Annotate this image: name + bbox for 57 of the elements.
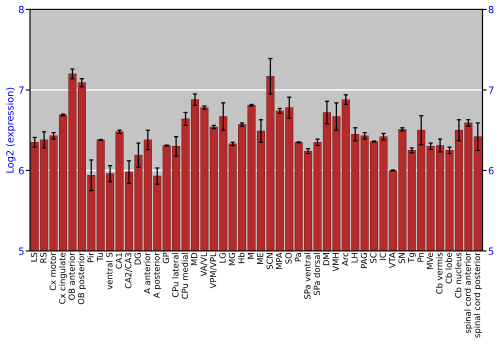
- x-tick-label: VTA: [389, 252, 396, 268]
- x-tick-label: CPu medial: [182, 253, 188, 299]
- x-tick-label: LH: [351, 253, 358, 262]
- x-tick-label: VA/VL: [200, 252, 208, 276]
- x-tick-label: DG: [134, 253, 141, 264]
- x-tick-label: MPA: [276, 252, 282, 269]
- y2-tick-label: 8: [488, 6, 494, 14]
- x-tick-label: IC: [380, 252, 386, 260]
- x-tick-label: Hb: [238, 252, 245, 264]
- y-tick-label: 7: [19, 86, 24, 94]
- x-tick-label: PAG: [360, 253, 368, 268]
- x-tick-label: MG: [228, 253, 236, 266]
- x-tick-label: SN: [398, 253, 405, 264]
- x-tick-label: RS: [40, 252, 47, 263]
- x-tick-label: spinal cord anterior: [464, 252, 472, 334]
- x-tick-label: VMH: [332, 253, 339, 272]
- x-tick-label: OB anterior: [68, 252, 75, 300]
- y-tick-label: 5: [19, 248, 24, 255]
- x-tick-label: SPa ventral: [304, 253, 311, 299]
- y-tick-label: 8: [18, 6, 24, 14]
- x-tick-label: CPu lateral: [172, 253, 179, 298]
- x-tick-label: MD: [191, 252, 198, 266]
- x-tick-label: OB posterior: [78, 252, 86, 304]
- x-tick-label: Tu: [96, 253, 104, 262]
- x-tick-label: Pn: [417, 253, 424, 262]
- x-tick-label: SC: [370, 252, 377, 263]
- y2-tick-label: 7: [488, 86, 494, 94]
- x-tick-label: VPM/VPL: [210, 252, 217, 288]
- y-axis-title: Log2 (expression): [6, 88, 16, 173]
- x-tick-label: Cb vermis: [436, 252, 442, 294]
- x-tick-label: ventral S: [106, 252, 113, 290]
- x-tick-label: ME: [257, 252, 264, 264]
- x-tick-label: Cx cingulate: [58, 252, 68, 304]
- x-tick-label: MVe: [426, 252, 434, 269]
- x-tick-label: Pa: [294, 253, 302, 262]
- x-tick-label: A anterior: [144, 252, 150, 294]
- x-tick-label: A posterior: [153, 252, 162, 298]
- y2-tick-label: 6: [488, 166, 494, 174]
- x-tick-label: Pir: [87, 252, 94, 262]
- x-tick-label: Cx motor: [50, 252, 56, 290]
- x-tick-label: SPa dorsal: [313, 253, 320, 296]
- x-tick-label: spinal cord posterior: [474, 252, 482, 338]
- x-tick-label: CA2/CA3: [125, 253, 132, 288]
- x-tick-label: SO: [285, 252, 292, 264]
- x-tick-label: M: [248, 253, 254, 259]
- x-tick-label: Cb lobe: [445, 252, 452, 284]
- x-tick-label: DM: [323, 253, 330, 266]
- x-tick-label: Arc: [342, 252, 348, 266]
- x-tick-label: LG: [219, 253, 226, 263]
- y-tick-label: 6: [18, 166, 24, 174]
- x-tick-label: Tg: [408, 253, 416, 263]
- x-tick-label: Cb nucleus: [454, 252, 462, 298]
- x-tick-label: GP: [162, 252, 170, 264]
- x-tick-label: SCN: [266, 253, 273, 270]
- x-tick-label: LS: [30, 252, 38, 262]
- x-tick-label: CA1: [116, 253, 122, 269]
- y2-tick-label: 5: [488, 248, 494, 255]
